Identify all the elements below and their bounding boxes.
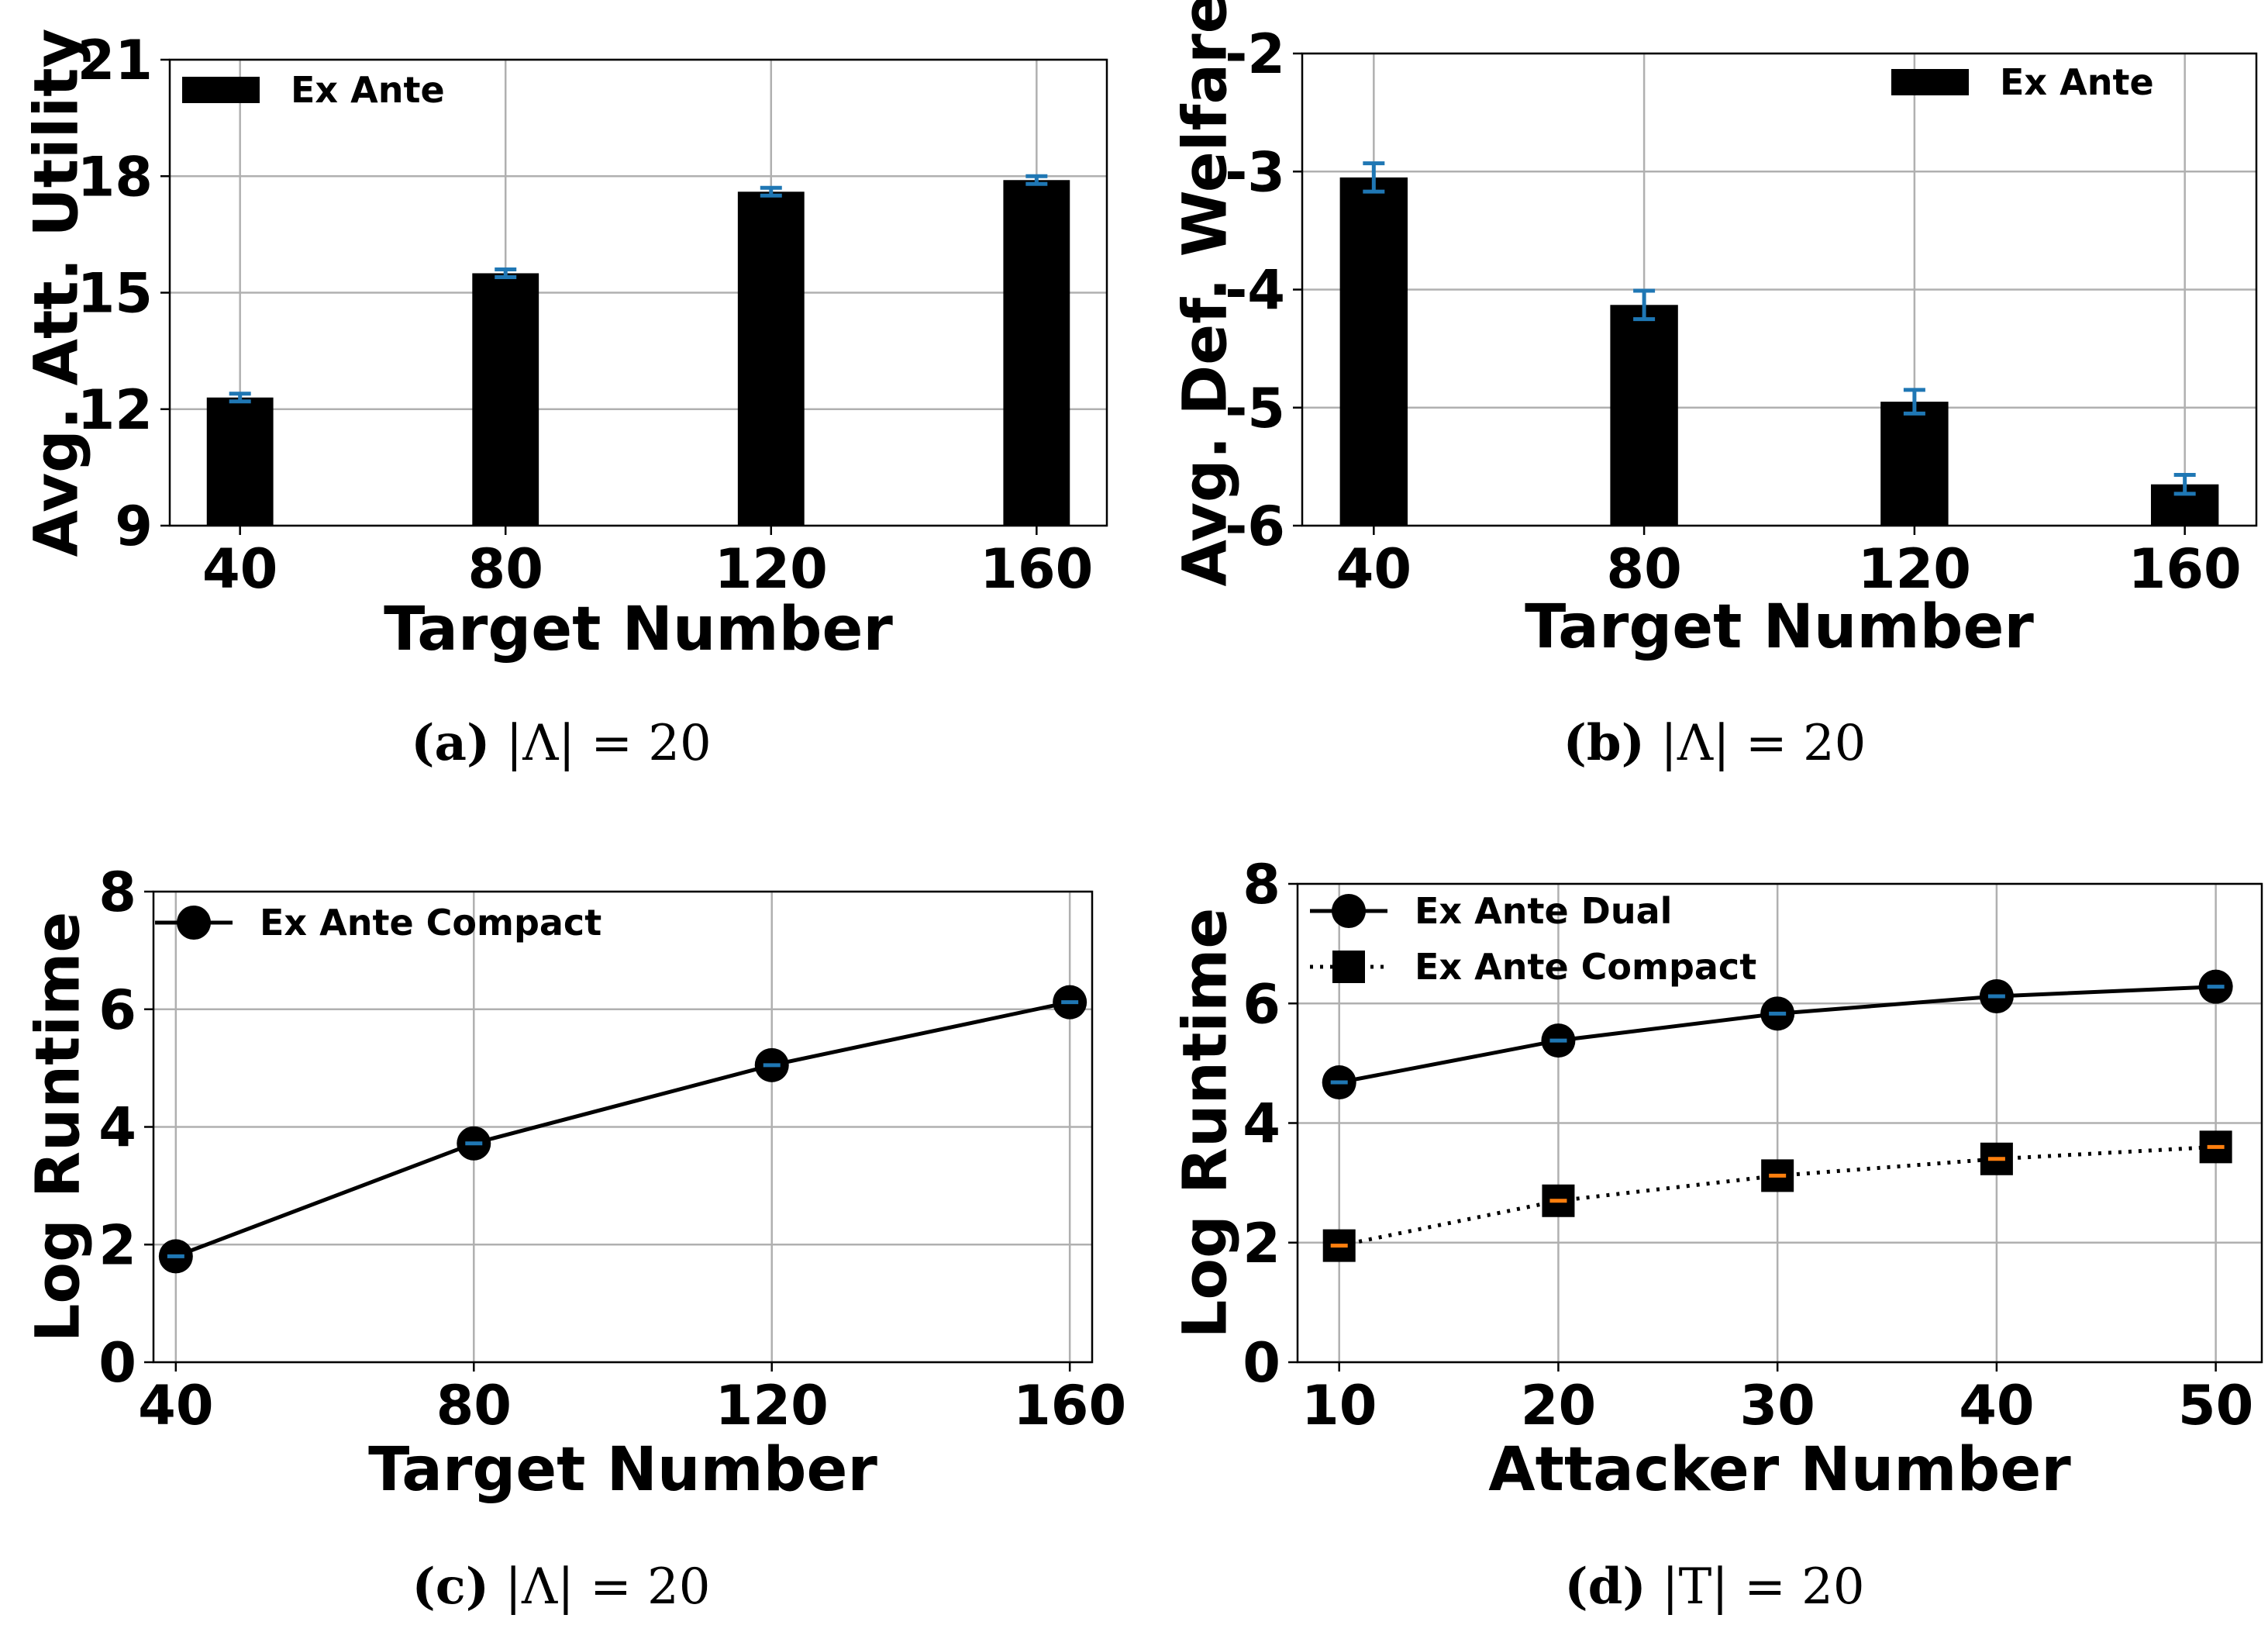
y-tick-label: 2 (98, 1213, 136, 1277)
y-tick-label: -4 (1225, 259, 1285, 323)
caption-tag: (a) (411, 714, 490, 772)
y-tick-label: -6 (1225, 495, 1285, 558)
y-tick-label: 21 (78, 29, 153, 92)
y-tick-label: -5 (1225, 377, 1285, 440)
y-tick-label: -2 (1225, 22, 1285, 86)
subfigure-caption: (b) |Λ| = 20 (1563, 714, 1866, 772)
x-tick-label: 40 (202, 537, 277, 601)
legend: Ex Ante Dual Ex Ante Compact (1310, 890, 1756, 988)
legend-marker (1332, 951, 1365, 983)
legend-label: Ex Ante (291, 69, 445, 111)
chart-c: 0 2 4 6 8 40 80 120 160 Target Number Log Runtime E… (23, 861, 1126, 1616)
caption-space (1645, 715, 1660, 772)
legend: Ex Ante (1891, 61, 2154, 103)
x-tick-label: 120 (715, 1374, 829, 1437)
y-tick-label: 8 (1243, 853, 1280, 916)
x-tick-label: 40 (138, 1374, 213, 1437)
caption-space (489, 1558, 505, 1616)
caption-tag: (b) (1563, 714, 1645, 772)
caption-space (490, 715, 505, 772)
y-tick-label: 6 (1243, 972, 1280, 1036)
y-tick-label: 0 (98, 1331, 136, 1395)
x-axis-label: Target Number (1525, 592, 2034, 662)
legend-swatch (182, 77, 260, 103)
chart-d: 0 2 4 6 8 10 20 30 40 50 Attacker Number Log Runtim… (1170, 853, 2263, 1616)
x-tick-label: 160 (2128, 537, 2242, 601)
caption-math: |Λ| = 20 (506, 715, 712, 772)
series-line (174, 1000, 1070, 1258)
y-tick-label: -3 (1225, 140, 1285, 204)
y-axis-label: Avg. Att. Utility (22, 29, 91, 557)
y-tick-label: 4 (1243, 1092, 1280, 1156)
x-tick-label: 80 (436, 1374, 512, 1437)
bar (1880, 402, 1949, 526)
x-tick-label: 160 (1013, 1374, 1126, 1437)
caption-space (1646, 1558, 1662, 1616)
grid-lines (153, 890, 1092, 1364)
x-tick-label: 20 (1521, 1374, 1596, 1437)
caption-math: |T| = 20 (1662, 1558, 1865, 1616)
x-tick-label: 120 (715, 537, 828, 601)
legend-marker (1332, 894, 1366, 928)
caption-tag: (d) (1564, 1558, 1646, 1616)
y-tick-label: 4 (98, 1096, 136, 1160)
bar (1003, 180, 1070, 526)
legend-label: Ex Ante (2000, 61, 2154, 103)
x-tick-label: 10 (1301, 1374, 1377, 1437)
caption-math: |Λ| = 20 (505, 1558, 710, 1616)
x-tick-label: 160 (980, 537, 1093, 601)
subfigure-caption: (c) |Λ| = 20 (412, 1558, 711, 1616)
chart-a: 9 12 15 18 21 40 80 120 160 Target Number Avg. Att… (22, 29, 1108, 772)
bar (1339, 177, 1408, 526)
y-axis-label: Avg. Def. Welfare (1170, 0, 1240, 586)
x-tick-label: 80 (468, 537, 543, 601)
x-axis-label: Attacker Number (1488, 1435, 2071, 1505)
y-tick-label: 8 (98, 861, 136, 924)
y-tick-label: 6 (98, 978, 136, 1042)
caption-math: |Λ| = 20 (1660, 715, 1866, 772)
x-tick-label: 30 (1739, 1374, 1815, 1437)
y-tick-label: 2 (1243, 1212, 1280, 1275)
x-tick-label: 50 (2178, 1374, 2253, 1437)
bar (472, 273, 539, 526)
legend: Ex Ante Compact (155, 902, 601, 944)
subfigure-caption: (d) |T| = 20 (1564, 1558, 1864, 1616)
legend-label: Ex Ante Compact (260, 902, 601, 944)
legend-label: Ex Ante Dual (1415, 890, 1672, 932)
caption-tag: (c) (412, 1558, 490, 1616)
x-tick-label: 40 (1959, 1374, 2034, 1437)
y-axis-label: Log Runtime (23, 912, 93, 1343)
grid-lines (1302, 52, 2256, 527)
x-tick-label: 80 (1606, 537, 1681, 601)
x-tick-label: 40 (1336, 537, 1411, 601)
grid-lines (170, 58, 1107, 527)
bar (1610, 305, 1678, 526)
legend-swatch (1891, 69, 1969, 95)
bar (206, 397, 274, 526)
y-tick-label: 12 (78, 378, 153, 442)
subfigure-caption: (a) |Λ| = 20 (411, 714, 711, 772)
legend: Ex Ante (182, 69, 445, 111)
y-tick-label: 9 (115, 495, 153, 558)
chart-b: -6 -5 -4 -3 -2 40 80 120 160 Target Number Avg. De… (1170, 0, 2258, 772)
y-axis-label: Log Runtime (1170, 908, 1240, 1339)
bar (737, 192, 805, 526)
y-tick-label: 0 (1243, 1331, 1280, 1395)
legend-label: Ex Ante Compact (1415, 946, 1756, 988)
y-tick-label: 15 (78, 262, 153, 326)
x-tick-label: 120 (1858, 537, 1971, 601)
x-axis-label: Target Number (368, 1435, 877, 1505)
x-axis-label: Target Number (384, 595, 893, 664)
y-tick-label: 18 (78, 145, 153, 209)
legend-marker (177, 906, 211, 940)
